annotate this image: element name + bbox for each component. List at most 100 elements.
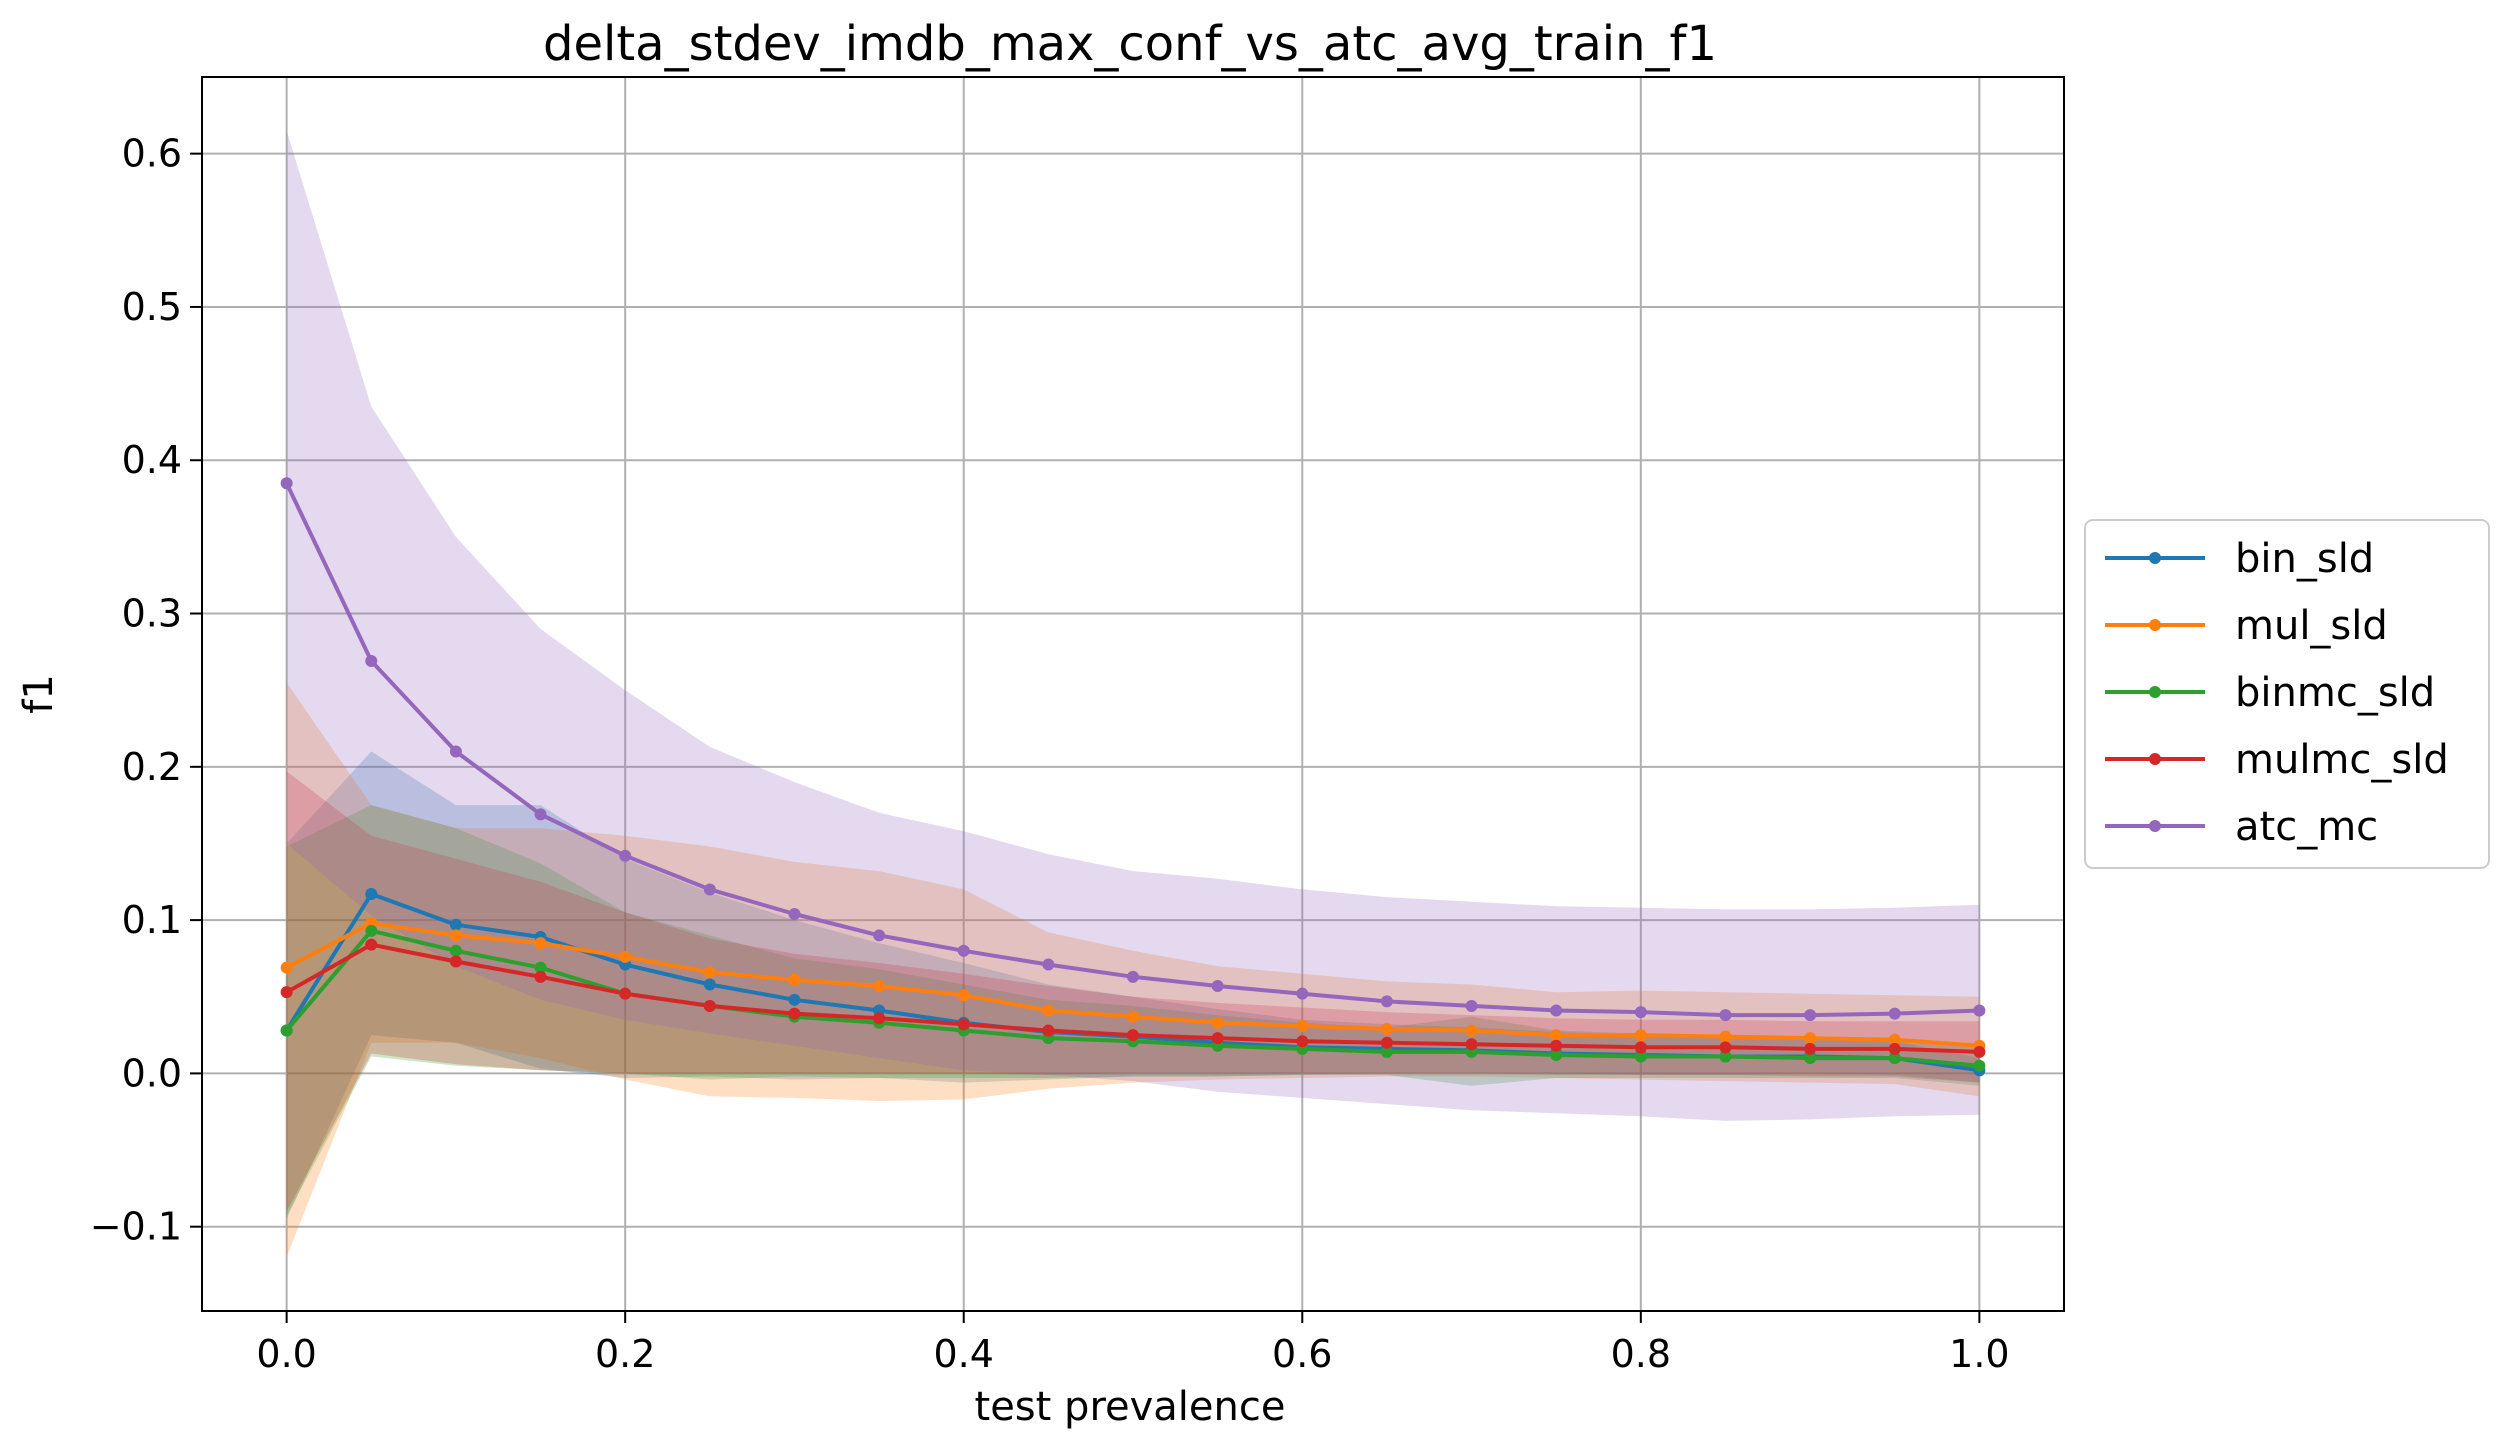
data-point-mul_sld: [1719, 1030, 1732, 1043]
legend-marker-bin_sld: [2149, 552, 2161, 564]
data-point-mulmc_sld: [365, 938, 378, 951]
legend-label-mulmc_sld: mulmc_sld: [2235, 737, 2449, 783]
series-atc_mc: [280, 477, 1986, 1022]
data-point-atc_mc: [957, 944, 970, 957]
data-point-mulmc_sld: [534, 970, 547, 983]
series-lines: [280, 477, 1986, 1077]
data-point-atc_mc: [280, 477, 293, 490]
series-mulmc_sld: [280, 938, 1986, 1058]
x-tick-label: 0.6: [1272, 1332, 1332, 1376]
data-point-mulmc_sld: [1127, 1029, 1139, 1042]
x-tick-label: 0.0: [256, 1332, 316, 1376]
std-band-atc_mc: [286, 130, 1980, 1121]
data-point-bin_sld: [365, 888, 378, 901]
data-point-atc_mc: [788, 907, 801, 920]
data-point-mulmc_sld: [1550, 1039, 1563, 1052]
data-point-atc_mc: [1380, 995, 1393, 1008]
data-point-mul_sld: [1211, 1016, 1224, 1029]
legend-marker-mulmc_sld: [2149, 753, 2161, 765]
grid: [202, 77, 2064, 1311]
data-point-mul_sld: [1804, 1032, 1817, 1045]
data-point-atc_mc: [873, 929, 886, 942]
data-point-atc_mc: [1973, 1004, 1986, 1017]
legend-marker-binmc_sld: [2149, 686, 2161, 698]
series-binmc_sld: [280, 924, 1986, 1072]
data-point-mulmc_sld: [1634, 1041, 1647, 1054]
data-point-bin_sld: [449, 918, 462, 931]
plot-frame: [201, 76, 2065, 1312]
data-point-atc_mc: [703, 883, 716, 896]
data-point-mul_sld: [873, 980, 886, 993]
legend-marker-atc_mc: [2149, 820, 2161, 832]
data-point-mulmc_sld: [619, 987, 632, 1000]
data-point-atc_mc: [1465, 999, 1478, 1012]
data-point-mulmc_sld: [1804, 1042, 1817, 1055]
data-point-mul_sld: [1465, 1024, 1478, 1037]
data-point-mul_sld: [1296, 1019, 1309, 1032]
legend-label-binmc_sld: binmc_sld: [2235, 670, 2435, 716]
legend-frame: [2084, 519, 2490, 869]
y-axis-label: f1: [16, 674, 62, 714]
std-band-bin_sld: [286, 751, 1980, 1219]
series-mul_sld: [280, 917, 1986, 1052]
data-point-mulmc_sld: [1296, 1035, 1309, 1048]
legend-label-mul_sld: mul_sld: [2235, 603, 2388, 649]
data-point-mul_sld: [1550, 1029, 1563, 1042]
data-point-atc_mc: [1804, 1009, 1817, 1022]
data-point-binmc_sld: [1888, 1052, 1901, 1065]
y-tick-label: 0.1: [122, 898, 182, 942]
x-tick-label: 0.8: [1611, 1332, 1671, 1376]
chart-title: delta_stdev_imdb_max_conf_vs_atc_avg_tra…: [543, 16, 1717, 72]
data-point-binmc_sld: [365, 924, 378, 937]
std-band-binmc_sld: [286, 805, 1980, 1216]
data-point-binmc_sld: [1973, 1059, 1986, 1072]
x-tick-label: 1.0: [1949, 1332, 2009, 1376]
data-point-mulmc_sld: [873, 1012, 886, 1025]
x-axis-label: test prevalence: [975, 1384, 1286, 1430]
data-point-mulmc_sld: [1042, 1024, 1055, 1037]
data-point-atc_mc: [365, 655, 378, 668]
data-point-mul_sld: [703, 966, 716, 979]
y-tick-label: 0.6: [122, 132, 182, 176]
y-axis-ticks: −0.1 0.0 0.1 0.2 0.3 0.4 0.5 0.6: [90, 132, 202, 1249]
data-point-atc_mc: [1634, 1006, 1647, 1019]
data-point-binmc_sld: [449, 944, 462, 957]
data-point-mulmc_sld: [280, 986, 293, 999]
data-point-binmc_sld: [1550, 1049, 1563, 1062]
data-point-binmc_sld: [280, 1024, 293, 1037]
data-point-atc_mc: [1888, 1007, 1901, 1020]
data-point-mul_sld: [280, 961, 293, 974]
data-point-atc_mc: [534, 808, 547, 821]
data-point-mul_sld: [449, 929, 462, 942]
data-point-mul_sld: [1888, 1033, 1901, 1046]
data-point-binmc_sld: [1380, 1045, 1393, 1058]
x-tick-label: 0.4: [934, 1332, 994, 1376]
data-point-mulmc_sld: [1719, 1041, 1732, 1054]
x-tick-label: 0.2: [595, 1332, 655, 1376]
legend-label-bin_sld: bin_sld: [2235, 536, 2374, 582]
data-point-atc_mc: [619, 849, 632, 862]
y-tick-label: −0.1: [90, 1205, 182, 1249]
data-point-mulmc_sld: [1888, 1042, 1901, 1055]
data-point-atc_mc: [449, 745, 462, 758]
std-band-mul_sld: [286, 682, 1980, 1258]
data-point-mulmc_sld: [957, 1018, 970, 1031]
data-point-mul_sld: [619, 950, 632, 963]
data-point-mul_sld: [1042, 1004, 1055, 1017]
data-point-atc_mc: [1719, 1009, 1732, 1022]
data-point-mul_sld: [534, 937, 547, 950]
legend-marker-mul_sld: [2149, 619, 2161, 631]
y-tick-label: 0.5: [122, 285, 182, 329]
data-point-binmc_sld: [1804, 1052, 1817, 1065]
data-point-mulmc_sld: [788, 1007, 801, 1020]
data-point-mul_sld: [1380, 1022, 1393, 1035]
data-point-mulmc_sld: [1465, 1038, 1478, 1051]
data-point-atc_mc: [1550, 1004, 1563, 1017]
data-point-mulmc_sld: [449, 955, 462, 968]
data-point-bin_sld: [788, 993, 801, 1006]
data-point-mul_sld: [1127, 1010, 1139, 1023]
data-point-mulmc_sld: [1211, 1032, 1224, 1045]
data-point-atc_mc: [1042, 958, 1055, 971]
y-tick-label: 0.3: [122, 592, 182, 636]
data-point-mul_sld: [788, 973, 801, 986]
